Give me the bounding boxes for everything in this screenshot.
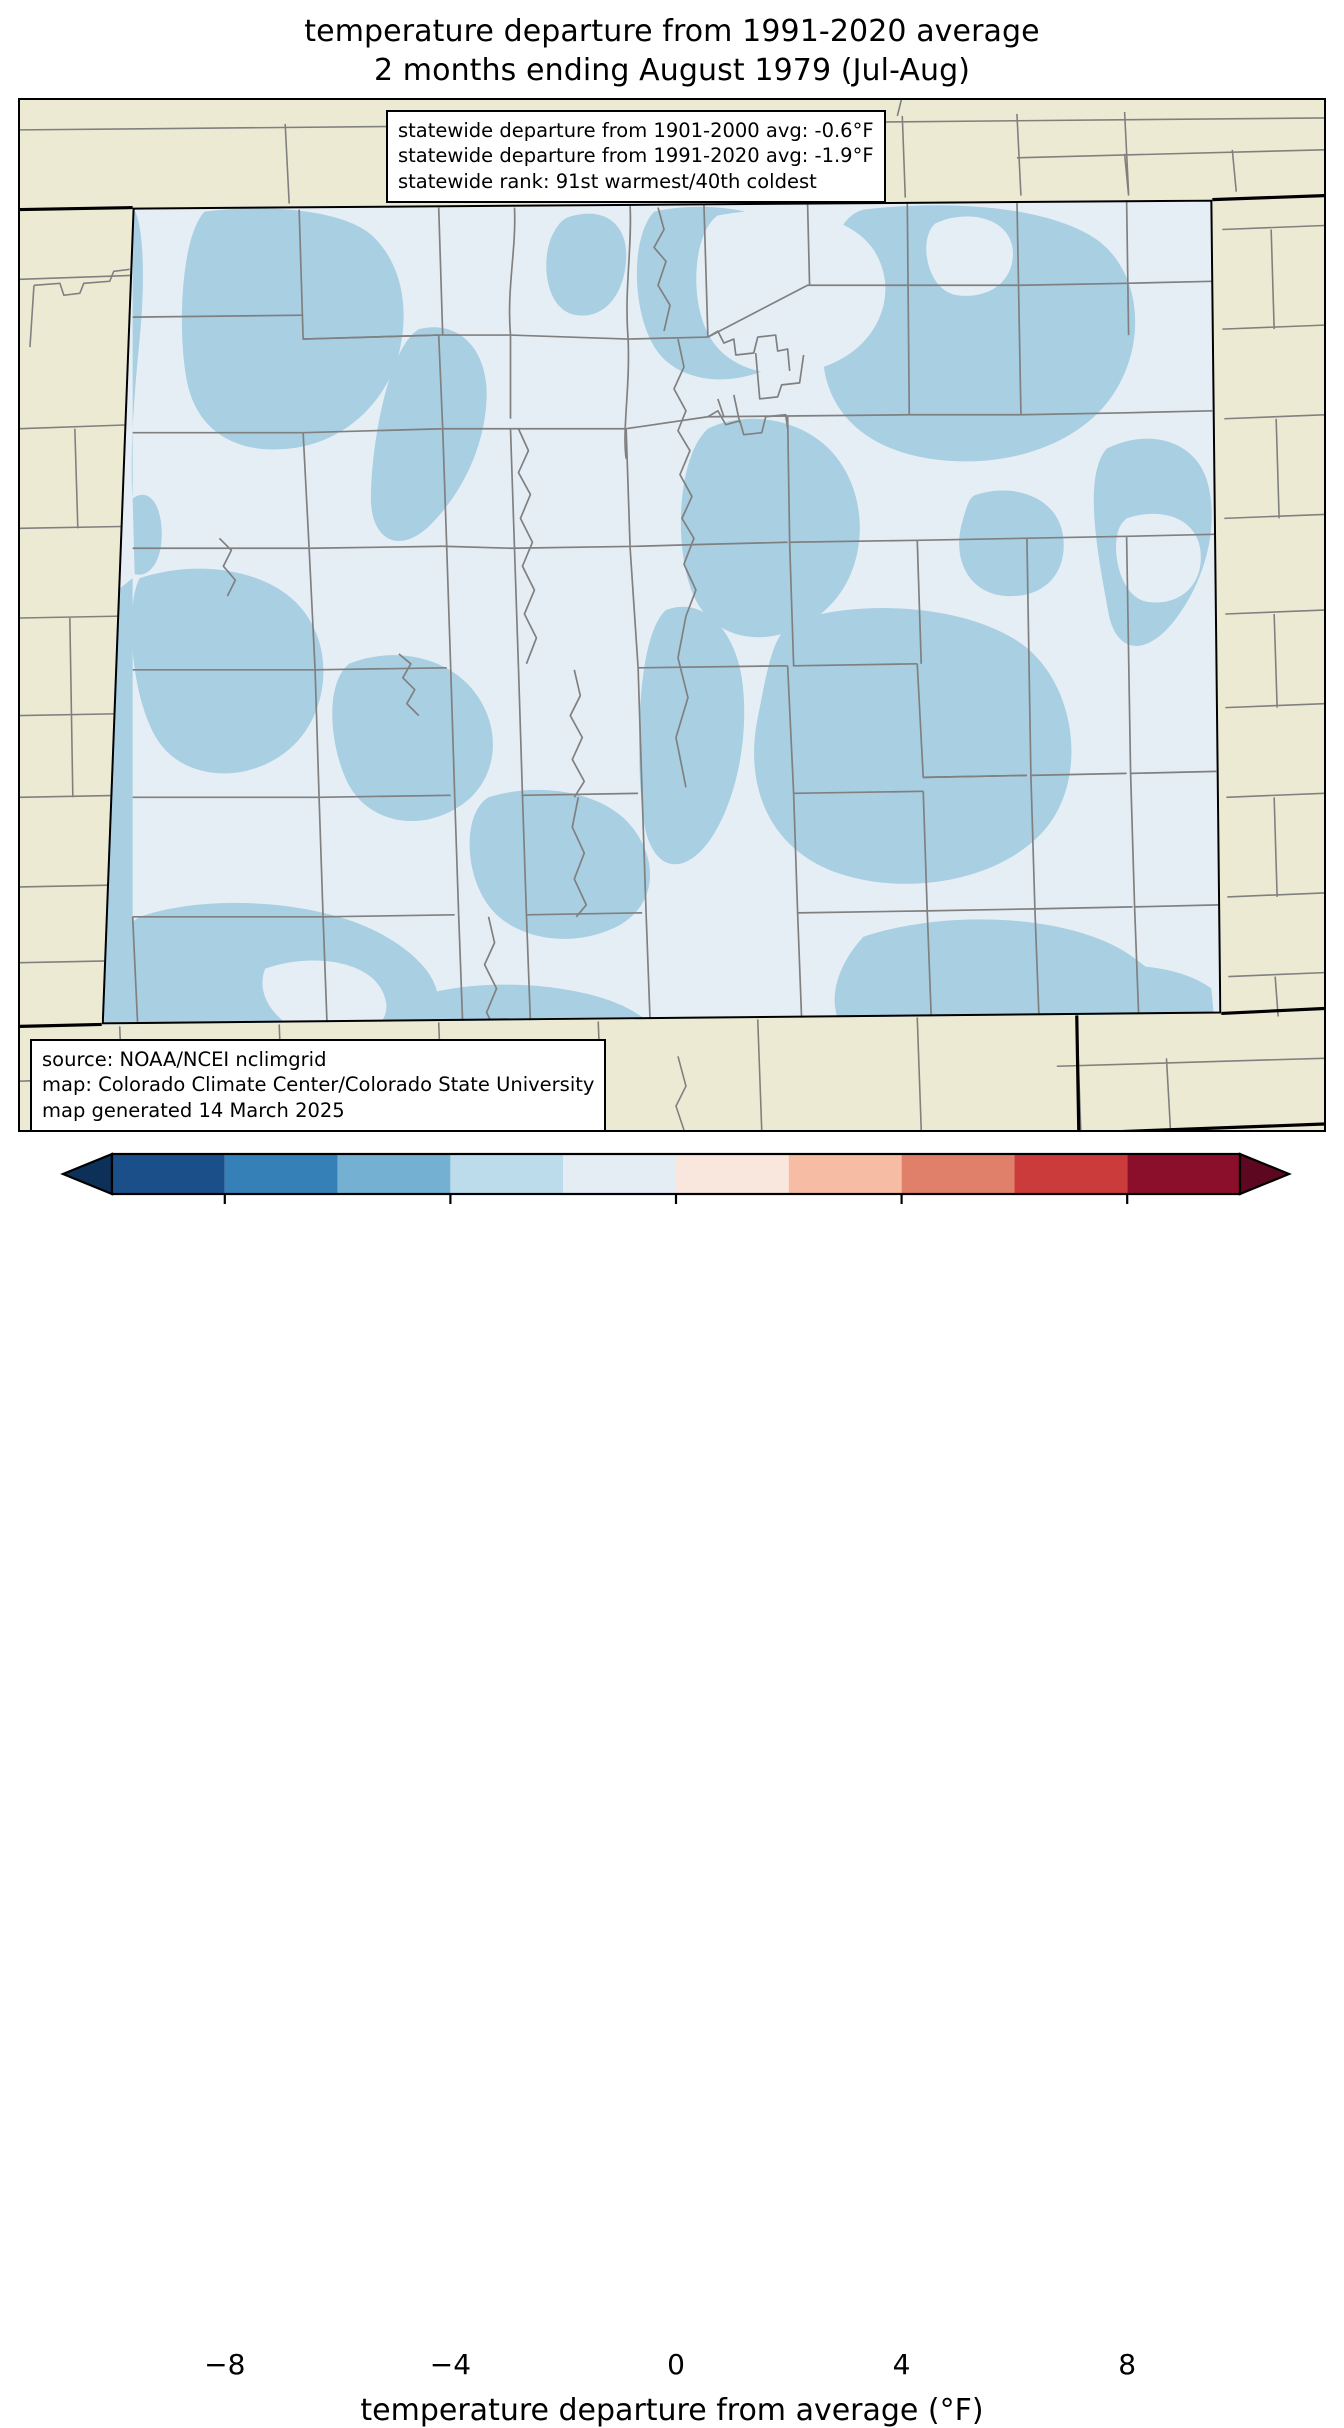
page-title: temperature departure from 1991-2020 ave… (0, 12, 1344, 90)
colorbar-band-9 (1127, 1154, 1240, 1194)
colorbar-under-arrow (60, 1152, 114, 1196)
colorbar-band-4 (563, 1154, 676, 1194)
source-line: source: NOAA/NCEI nclimgrid (42, 1048, 327, 1071)
source-attribution-box: source: NOAA/NCEI nclimgrid map: Colorad… (30, 1039, 607, 1133)
colorbar-band-5 (676, 1154, 789, 1194)
colorbar-axis-label: temperature departure from average (°F) (360, 2393, 984, 2428)
stats-departure-1991-2020: statewide departure from 1991-2020 avg: … (398, 144, 874, 168)
colorbar-gradient (60, 1152, 1292, 1204)
colorbar-tick-labels: −8 −4 0 4 8 (0, 2348, 1344, 2382)
colorbar-band-0 (112, 1154, 225, 1194)
colorbar-band-3 (450, 1154, 564, 1194)
colorbar-band-7 (901, 1154, 1015, 1194)
colorbar-tick-marks (223, 1194, 1129, 1204)
stats-rank: statewide rank: 91st warmest/40th coldes… (398, 169, 817, 193)
colorbar-band-2 (337, 1154, 451, 1194)
colorbar-tick-label-4: 8 (1118, 2348, 1137, 2381)
colorbar-bands (60, 1152, 1292, 1196)
colorbar: −8 −4 0 4 8 temperature departure from avera… (0, 1148, 1344, 2428)
colorbar-band-1 (224, 1154, 338, 1194)
title-line-primary: temperature departure from 1991-2020 ave… (304, 14, 1040, 49)
map-author-line: map: Colorado Climate Center/Colorado St… (42, 1073, 595, 1097)
colorbar-over-arrow (1238, 1152, 1292, 1196)
colorbar-tick-label-1: −4 (429, 2348, 472, 2381)
map-generated-line: map generated 14 March 2025 (42, 1098, 345, 1122)
map-canvas (18, 98, 1326, 1132)
statewide-stats-box: statewide departure from 1901-2000 avg: … (386, 110, 886, 204)
colorado-temperature-departure-map (20, 100, 1324, 1130)
colorbar-tick-label-3: 4 (892, 2348, 911, 2381)
neighbor-state-borders (20, 194, 1324, 1130)
colorbar-band-8 (1014, 1154, 1128, 1194)
colorbar-tick-label-2: 0 (667, 2348, 685, 2381)
title-line-secondary: 2 months ending August 1979 (Jul-Aug) (373, 53, 971, 88)
colorado-interior (101, 199, 1222, 1025)
colorbar-tick-label-0: −8 (204, 2348, 246, 2381)
stats-departure-1901-2000: statewide departure from 1901-2000 avg: … (398, 119, 874, 142)
colorado-county-lines (131, 199, 1219, 1025)
colorbar-band-6 (788, 1154, 902, 1194)
